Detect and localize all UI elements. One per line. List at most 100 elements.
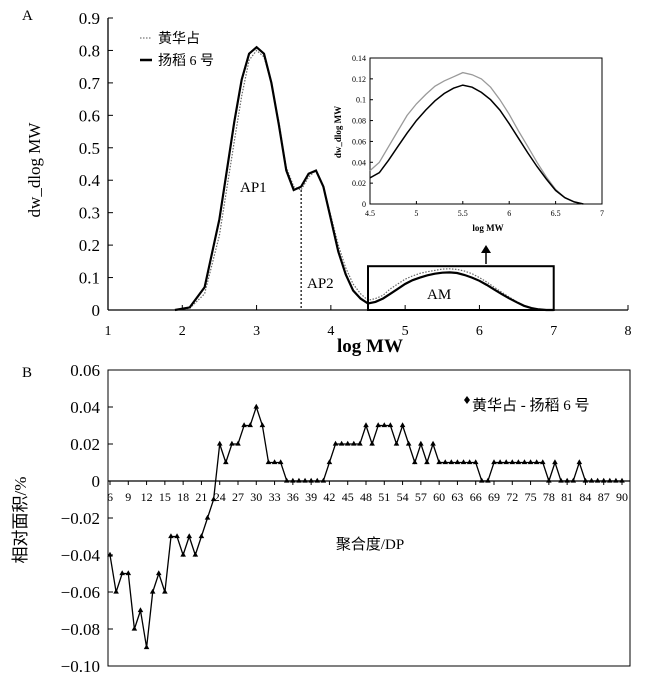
inset-y-tick-label: 0.12 (352, 75, 366, 84)
panel-a-y-tick-label: 0.2 (79, 236, 100, 255)
inset-chart: 0 0.02 0.04 0.06 0.08 0.1 0.12 0.14 4.5 5 5.5 6 6.5… (333, 54, 604, 233)
difference-point (265, 459, 272, 465)
difference-point (369, 440, 375, 446)
panel-a-y-tick-label: 0.7 (79, 74, 101, 93)
panel-b-x-tick-label: 63 (451, 490, 463, 504)
difference-point (588, 477, 595, 483)
panel-b-x-tick-label: 27 (232, 490, 244, 504)
panel-b-x-tick-label: 45 (342, 490, 354, 504)
difference-point (527, 459, 534, 465)
difference-point (155, 570, 162, 576)
panel-b-x-tick-label: 33 (269, 490, 281, 504)
panel-a-y-label: dw_dlog MW (25, 122, 44, 218)
panel-b-x-tick-label: 87 (598, 490, 610, 504)
difference-point (515, 459, 522, 465)
difference-point (308, 477, 314, 483)
difference-point (399, 422, 406, 428)
difference-point (296, 477, 302, 483)
panel-b-y-tick-label: 0.04 (70, 398, 100, 417)
difference-point (448, 459, 455, 465)
panel-a-x-tick-label: 8 (625, 324, 632, 339)
difference-point (125, 570, 132, 576)
difference-point (564, 477, 570, 483)
panel-b-x-tick-label: 57 (415, 490, 427, 504)
inset-x-tick-label: 6.5 (551, 209, 561, 218)
difference-point (192, 551, 199, 557)
panel-b-y-tick-label: 0.02 (70, 435, 100, 454)
panel-b-x-tick-label: 75 (525, 490, 537, 504)
panel-b-x-tick-label: 81 (561, 490, 573, 504)
difference-point (338, 440, 345, 446)
difference-point (168, 533, 174, 539)
inset-y-label: dw_dlog MW (333, 106, 343, 158)
difference-point (411, 459, 418, 465)
difference-point (290, 477, 296, 483)
panel-b-y-tick-label: −0.08 (61, 620, 100, 639)
difference-point (546, 477, 552, 483)
difference-point (180, 551, 186, 557)
panel-a-y-tick-label: 0.3 (79, 204, 100, 223)
panel-b-x-tick-label: 12 (141, 490, 153, 504)
difference-point (570, 477, 577, 483)
panel-a-y-tick-label: 0.6 (79, 106, 100, 125)
panel-b-x-tick-label: 90 (616, 490, 628, 504)
difference-point (302, 477, 308, 483)
difference-point (253, 403, 260, 409)
inset-series-yangdao6-line (369, 84, 584, 205)
difference-point (521, 459, 528, 465)
am-highlight-box (367, 265, 555, 312)
panel-b-x-tick-label: 15 (159, 490, 171, 504)
inset-x-tick-label: 7 (600, 209, 604, 218)
panel-a-y-tick-label: 0.4 (79, 171, 101, 190)
difference-point (405, 440, 412, 446)
panel-b-y-tick-label: −0.10 (61, 657, 100, 676)
inset-frame (369, 57, 603, 205)
difference-point (558, 477, 564, 483)
panel-b-x-tick-label: 48 (360, 490, 372, 504)
difference-point (283, 477, 290, 483)
panel-b-y-tick-label: −0.04 (61, 546, 101, 565)
difference-point (472, 459, 479, 465)
difference-point (326, 459, 333, 465)
panel-b-x-tick-label: 18 (177, 490, 189, 504)
difference-point (229, 440, 235, 446)
panel-a-label: A (22, 8, 33, 24)
difference-point (107, 551, 113, 557)
difference-point (442, 459, 449, 465)
difference-point (479, 477, 485, 483)
am-label: AM (427, 287, 451, 303)
zoom-arrow-head (481, 245, 491, 253)
inset-x-label: log MW (472, 223, 503, 233)
difference-point (363, 422, 369, 428)
panel-b-x-tick-label: 30 (250, 490, 262, 504)
inset-x-tick-label: 4.5 (365, 209, 375, 218)
panel-a-x-tick-label: 5 (402, 324, 409, 339)
difference-point (247, 422, 253, 428)
difference-point (162, 588, 168, 594)
panel-b-x-tick-label: 54 (397, 490, 409, 504)
difference-point (582, 477, 589, 483)
difference-point (241, 422, 247, 428)
difference-point (485, 477, 491, 483)
panel-b-x-label: 聚合度/DP (336, 536, 404, 553)
difference-point (436, 459, 442, 465)
difference-point (497, 459, 503, 465)
difference-point (186, 533, 193, 539)
difference-point (503, 459, 509, 465)
inset-y-tick-label: 0.08 (352, 117, 366, 126)
difference-point (460, 459, 467, 465)
difference-point (381, 422, 388, 428)
difference-point (539, 459, 546, 465)
ap1-label: AP1 (240, 180, 267, 196)
inset-y-tick-label: 0.1 (356, 96, 366, 105)
difference-point (607, 477, 613, 483)
inset-y-tick-label: 0.04 (352, 158, 366, 167)
inset-y-tick-label: 0.02 (352, 179, 366, 188)
difference-point (271, 459, 278, 465)
difference-point (119, 570, 125, 576)
panel-a-x-tick-label: 1 (105, 324, 112, 339)
panel-b-y-tick-label: −0.02 (61, 509, 100, 528)
difference-point (113, 588, 119, 594)
panel-a-x-label: log MW (337, 336, 403, 357)
